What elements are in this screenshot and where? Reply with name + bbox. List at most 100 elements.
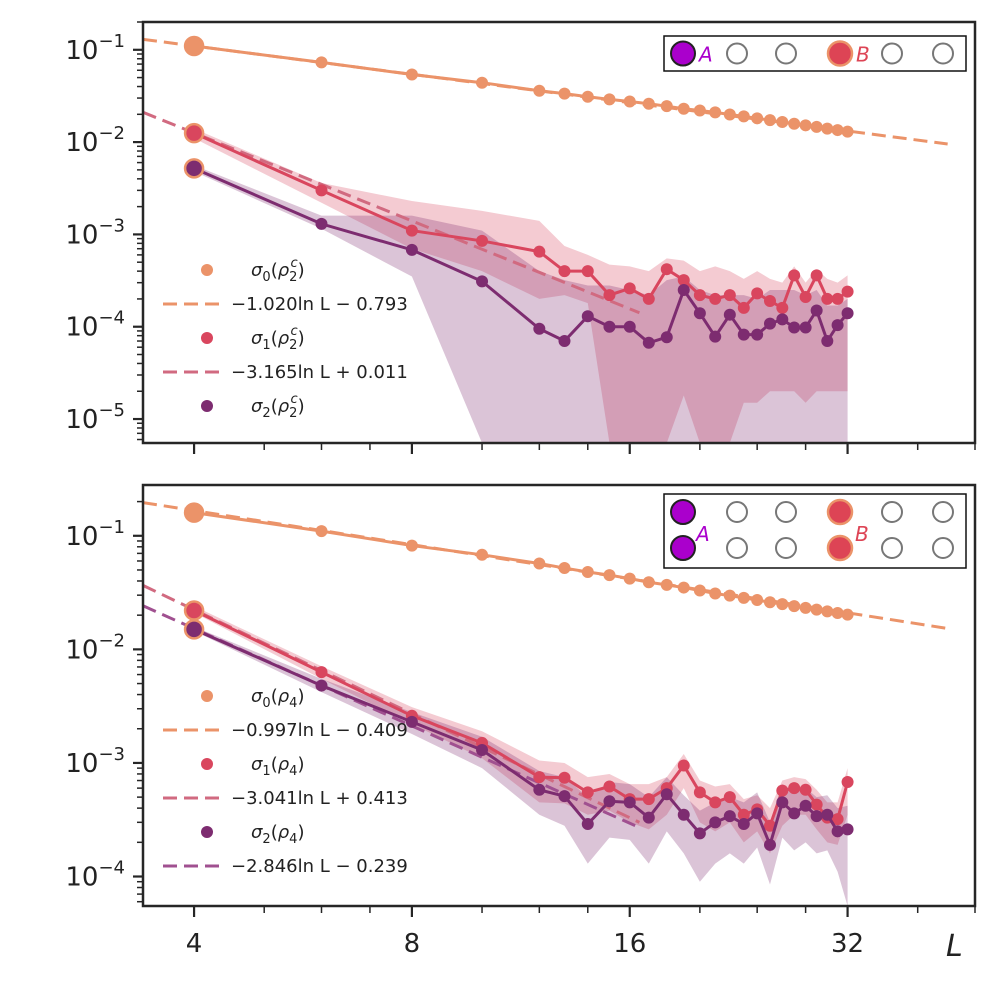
data-point: [183, 122, 205, 144]
data-point: [183, 619, 205, 640]
x-tick-label: 8: [404, 929, 421, 959]
data-point: [677, 283, 690, 296]
data-point: [693, 827, 706, 840]
site-empty: [775, 501, 797, 523]
legend: σ0(ρ4) −0.997ln L − 0.409 σ1(ρ4) −3.041ln L…: [163, 686, 408, 877]
data-point: [821, 335, 834, 348]
legend-marker: [201, 826, 213, 838]
data-point: [623, 320, 636, 333]
data-point: [776, 313, 789, 326]
data-point: [693, 104, 706, 117]
y-tick-label: 10−3: [65, 215, 125, 250]
data-point: [533, 783, 546, 796]
data-point: [709, 292, 722, 305]
data-point: [776, 784, 789, 797]
data-point: [723, 289, 736, 302]
legend-label: σ1(ρ2c): [251, 324, 305, 353]
data-point: [737, 301, 750, 314]
data-point: [737, 591, 750, 604]
data-point: [405, 224, 418, 237]
site-a: [670, 535, 696, 561]
data-point: [821, 292, 834, 305]
data-point: [315, 679, 328, 692]
label-a: A: [694, 522, 710, 546]
site-empty: [881, 537, 903, 559]
data-point: [841, 775, 854, 788]
data-point: [799, 290, 812, 303]
y-tick-label: 10−4: [65, 858, 125, 893]
legend-label: σ0(ρ4): [251, 686, 304, 711]
data-point: [660, 100, 673, 113]
legend-label: −1.020ln L − 0.793: [231, 294, 408, 315]
data-point: [723, 308, 736, 321]
data-point: [558, 562, 571, 575]
data-point: [799, 321, 812, 334]
data-point: [603, 569, 616, 582]
legend-marker: [201, 690, 213, 702]
data-point: [581, 817, 594, 830]
data-point: [315, 525, 328, 538]
data-point: [723, 589, 736, 602]
data-point: [799, 601, 812, 614]
data-point: [737, 808, 750, 821]
data-point: [799, 119, 812, 132]
data-point: [693, 289, 706, 302]
data-point: [677, 102, 690, 115]
data-point: [581, 786, 594, 799]
data-point: [788, 269, 801, 282]
data-point: [558, 335, 571, 348]
data-point: [763, 294, 776, 307]
data-point: [723, 791, 736, 804]
data-point: [603, 780, 616, 793]
data-point: [642, 292, 655, 305]
y-tick-label: 10−3: [65, 744, 125, 779]
data-point: [693, 584, 706, 597]
data-point: [315, 184, 328, 197]
data-point: [763, 838, 776, 851]
data-point: [677, 274, 690, 287]
plot-area: [143, 35, 948, 443]
data-point: [763, 596, 776, 609]
data-point: [709, 816, 722, 829]
data-point: [763, 114, 776, 127]
data-point: [183, 35, 205, 57]
legend-label: −0.997ln L − 0.409: [231, 720, 408, 741]
data-point: [558, 771, 571, 784]
data-point: [799, 799, 812, 812]
x-tick-label: 32: [831, 929, 864, 959]
data-point: [581, 265, 594, 278]
label-b: B: [855, 522, 869, 546]
data-point: [677, 759, 690, 772]
legend-marker: [201, 758, 213, 770]
site-empty: [726, 501, 748, 523]
legend-marker: [201, 332, 213, 344]
data-point: [810, 269, 823, 282]
data-point: [788, 117, 801, 130]
data-point: [183, 502, 205, 523]
site-a: [670, 499, 696, 525]
data-point: [623, 572, 636, 585]
data-point: [723, 108, 736, 121]
data-point: [810, 603, 823, 616]
data-point: [841, 307, 854, 320]
x-tick-label: 16: [613, 929, 646, 959]
bottom-panel: 10−1 10−2 10−3 10−4 4 8 16 32 σ0(ρ4) −0.997ln L −…: [65, 483, 977, 959]
site-b: [826, 40, 854, 67]
data-point: [810, 304, 823, 317]
data-point: [709, 587, 722, 600]
site-empty: [726, 42, 748, 65]
data-point: [751, 807, 764, 820]
site-empty: [881, 501, 903, 523]
site-a: [670, 40, 696, 67]
data-point: [751, 594, 764, 607]
legend-label: −3.041ln L + 0.413: [231, 788, 408, 809]
label-a: A: [697, 43, 713, 67]
data-point: [183, 158, 205, 179]
data-point: [831, 813, 844, 826]
data-point: [810, 120, 823, 133]
data-point: [788, 600, 801, 613]
data-point: [751, 287, 764, 300]
data-point: [751, 328, 764, 341]
data-point: [831, 319, 844, 332]
site-empty: [932, 42, 954, 65]
